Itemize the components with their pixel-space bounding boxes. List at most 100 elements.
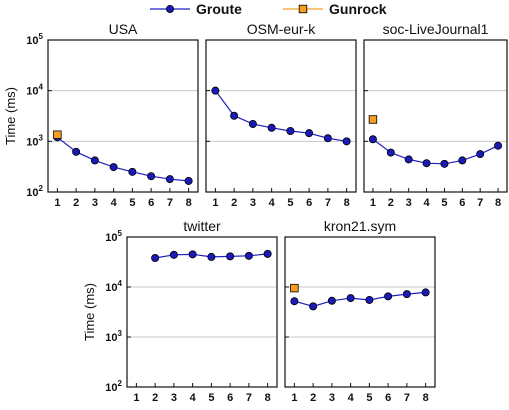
- x-tick-label: 8: [265, 392, 271, 404]
- panel-title: soc-LiveJournal1: [383, 21, 489, 37]
- y-axis-label: Time (ms): [3, 87, 18, 145]
- x-tick-label: 7: [404, 392, 410, 404]
- x-tick-label: 4: [190, 392, 197, 404]
- groute-point: [386, 148, 395, 157]
- groute-point: [165, 175, 174, 184]
- x-tick-label: 7: [477, 197, 483, 209]
- x-tick-label: 7: [325, 197, 331, 209]
- groute-point: [368, 135, 377, 144]
- groute-point: [346, 294, 355, 303]
- groute-point: [248, 119, 257, 128]
- x-tick-label: 5: [129, 197, 135, 209]
- groute-point: [184, 176, 193, 185]
- gunrock-point: [368, 115, 378, 124]
- x-tick-label: 8: [495, 197, 501, 209]
- groute-point: [109, 163, 118, 172]
- x-tick-label: 4: [269, 197, 276, 209]
- legend-label: Groute: [196, 1, 242, 17]
- panel-3: soc-LiveJournal1 1 2 3 4 5 6 7 8: [363, 21, 508, 209]
- groute-point: [207, 252, 216, 261]
- groute-point: [323, 134, 332, 143]
- plot-frame: [284, 236, 436, 388]
- x-tick-label: 6: [227, 392, 233, 404]
- x-tick-label: 6: [385, 392, 391, 404]
- legend-marker: [165, 5, 174, 13]
- groute-point: [169, 250, 178, 259]
- x-tick-label: 5: [441, 197, 447, 209]
- groute-point: [72, 147, 81, 156]
- y-tick-label: 105: [26, 32, 43, 47]
- legend-item-groute: Groute: [150, 1, 242, 17]
- groute-point: [290, 297, 299, 306]
- groute-point: [244, 251, 253, 260]
- plot-frame: [47, 39, 199, 193]
- panel-4: twitter 1 2 3 4 5 6 7 8 102 103 104 105: [105, 218, 278, 404]
- gunrock-point: [53, 130, 62, 139]
- groute-point: [305, 129, 314, 138]
- legend-marker: [298, 4, 308, 14]
- x-tick-label: 5: [287, 197, 293, 209]
- groute-point: [494, 141, 503, 150]
- x-tick-label: 2: [388, 197, 394, 209]
- groute-point: [384, 292, 393, 301]
- groute-point: [402, 290, 411, 299]
- y-tick-label: 103: [26, 133, 43, 148]
- x-tick-label: 4: [111, 197, 118, 209]
- y-tick-label: 104: [105, 279, 122, 294]
- x-tick-label: 8: [186, 197, 192, 209]
- plot-frame: [205, 39, 357, 193]
- groute-point: [286, 126, 295, 135]
- x-tick-label: 1: [291, 392, 297, 404]
- y-tick-label: 103: [105, 329, 122, 344]
- x-tick-label: 8: [344, 197, 350, 209]
- groute-point: [440, 159, 449, 168]
- y-tick-label: 102: [26, 184, 43, 199]
- x-tick-label: 4: [424, 197, 431, 209]
- groute-point: [90, 156, 99, 165]
- groute-line: [57, 136, 189, 182]
- groute-point: [342, 137, 351, 146]
- plot-frame: [363, 39, 508, 193]
- x-tick-label: 8: [423, 392, 429, 404]
- panel-title: kron21.sym: [324, 218, 396, 234]
- x-tick-label: 4: [348, 392, 355, 404]
- x-tick-label: 6: [148, 197, 154, 209]
- groute-point: [327, 296, 336, 305]
- groute-point: [147, 172, 156, 181]
- x-tick-label: 1: [370, 197, 376, 209]
- x-tick-label: 1: [133, 392, 139, 404]
- groute-point: [309, 302, 318, 311]
- groute-point: [226, 252, 235, 261]
- x-tick-label: 2: [73, 197, 79, 209]
- x-tick-label: 3: [329, 392, 335, 404]
- x-tick-label: 6: [459, 197, 465, 209]
- x-tick-label: 3: [92, 197, 98, 209]
- x-tick-label: 6: [306, 197, 312, 209]
- gunrock-point: [290, 283, 299, 293]
- y-tick-label: 104: [26, 83, 43, 98]
- groute-point: [211, 86, 220, 95]
- groute-point: [128, 167, 137, 176]
- x-tick-label: 2: [231, 197, 237, 209]
- y-axis-label: Time (ms): [82, 283, 97, 341]
- groute-point: [422, 159, 431, 168]
- y-tick-label: 105: [105, 229, 122, 244]
- x-tick-label: 3: [406, 197, 412, 209]
- panel-title: OSM-eur-k: [247, 21, 316, 37]
- groute-point: [151, 254, 160, 263]
- panel-title: twitter: [183, 218, 221, 234]
- y-tick-label: 102: [105, 379, 122, 394]
- x-tick-label: 5: [366, 392, 372, 404]
- groute-point: [421, 288, 430, 297]
- groute-point: [188, 250, 197, 259]
- groute-point: [365, 295, 374, 304]
- x-tick-label: 5: [208, 392, 214, 404]
- x-tick-label: 1: [54, 197, 60, 209]
- legend-label: Gunrock: [329, 1, 387, 17]
- panel-5: kron21.sym 1 2 3 4 5 6 7 8: [284, 218, 436, 404]
- x-tick-label: 7: [167, 197, 173, 209]
- legend: Groute Gunrock: [150, 1, 387, 17]
- groute-point: [230, 111, 239, 120]
